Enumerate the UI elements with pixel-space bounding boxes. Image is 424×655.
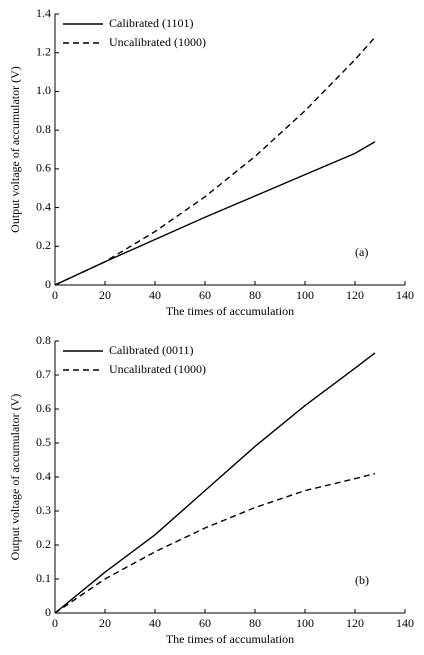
y-tick-label: 0.4	[36, 469, 51, 483]
x-tick-label: 100	[296, 288, 314, 302]
x-tick-label: 20	[99, 616, 111, 630]
legend-label: Calibrated (0011)	[109, 343, 194, 357]
y-tick-label: 1.0	[36, 83, 51, 97]
y-tick-label: 0.4	[36, 199, 51, 213]
x-tick-label: 60	[199, 616, 211, 630]
y-tick-label: 1.2	[36, 44, 51, 58]
line-series	[54, 141, 376, 286]
x-tick-label: 0	[52, 616, 58, 630]
x-tick-label: 40	[149, 288, 161, 302]
y-tick-label: 0.2	[36, 238, 51, 252]
y-tick-label: 0.1	[36, 571, 51, 585]
y-tick-label: 0.2	[36, 537, 51, 551]
y-tick-label: 0.8	[36, 333, 51, 347]
y-axis-label: Output voltage of accumulator (V)	[8, 394, 22, 561]
y-tick-label: 0.7	[36, 367, 51, 381]
annotation: (a)	[355, 245, 368, 259]
y-tick-label: 0.3	[36, 503, 51, 517]
y-tick-label: 0.6	[36, 161, 51, 175]
x-tick-label: 20	[99, 288, 111, 302]
y-axis-label: Output voltage of accumulator (V)	[8, 66, 22, 233]
y-tick-label: 0.6	[36, 401, 51, 415]
legend-label: Uncalibrated (1000)	[109, 35, 206, 49]
x-tick-label: 0	[52, 288, 58, 302]
line-series	[54, 472, 376, 614]
x-axis-label: The times of accumulation	[166, 304, 294, 318]
y-tick-label: 0.5	[36, 435, 51, 449]
x-tick-label: 40	[149, 616, 161, 630]
x-tick-label: 80	[249, 288, 261, 302]
x-tick-label: 140	[396, 616, 414, 630]
x-tick-label: 140	[396, 288, 414, 302]
y-tick-label: 0	[45, 605, 51, 619]
y-tick-label: 0.8	[36, 122, 51, 136]
legend-label: Calibrated (1101)	[109, 16, 194, 30]
x-tick-label: 120	[346, 616, 364, 630]
line-series	[54, 352, 376, 614]
y-tick-label: 0	[45, 277, 51, 291]
x-tick-label: 100	[296, 616, 314, 630]
x-tick-label: 60	[199, 288, 211, 302]
legend-label: Uncalibrated (1000)	[109, 362, 206, 376]
y-tick-label: 1.4	[36, 6, 51, 20]
x-axis-label: The times of accumulation	[166, 632, 294, 646]
line-series	[54, 36, 376, 286]
x-tick-label: 80	[249, 616, 261, 630]
annotation: (b)	[355, 573, 369, 587]
x-tick-label: 120	[346, 288, 364, 302]
